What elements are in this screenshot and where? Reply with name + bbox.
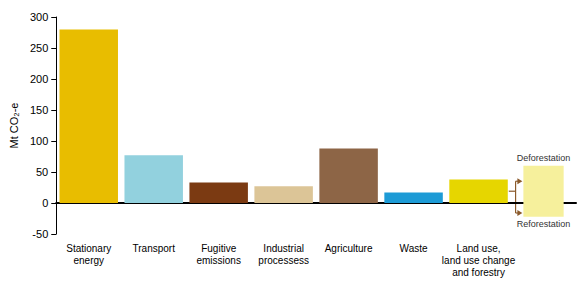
svg-text:0: 0 bbox=[42, 197, 48, 209]
svg-text:energy: energy bbox=[73, 255, 104, 266]
svg-text:Reforestation: Reforestation bbox=[517, 219, 571, 229]
svg-text:Land use,: Land use, bbox=[457, 243, 501, 254]
svg-text:250: 250 bbox=[30, 42, 48, 54]
svg-text:Agriculture: Agriculture bbox=[325, 243, 373, 254]
svg-text:emissions: emissions bbox=[196, 255, 240, 266]
svg-text:Industrial: Industrial bbox=[263, 243, 304, 254]
svg-text:150: 150 bbox=[30, 104, 48, 116]
svg-text:Fugitive: Fugitive bbox=[201, 243, 236, 254]
svg-text:Mt CO₂-e: Mt CO₂-e bbox=[8, 103, 20, 149]
svg-text:land use change: land use change bbox=[442, 255, 516, 266]
svg-text:Waste: Waste bbox=[400, 243, 428, 254]
svg-text:and forestry: and forestry bbox=[452, 267, 505, 278]
svg-text:-50: -50 bbox=[32, 228, 48, 240]
svg-text:Stationary: Stationary bbox=[66, 243, 111, 254]
svg-text:100: 100 bbox=[30, 135, 48, 147]
svg-text:Deforestation: Deforestation bbox=[517, 153, 571, 163]
svg-text:processess: processess bbox=[258, 255, 309, 266]
svg-text:200: 200 bbox=[30, 73, 48, 85]
svg-text:50: 50 bbox=[36, 166, 48, 178]
svg-text:Transport: Transport bbox=[132, 243, 175, 254]
svg-text:300: 300 bbox=[30, 11, 48, 23]
